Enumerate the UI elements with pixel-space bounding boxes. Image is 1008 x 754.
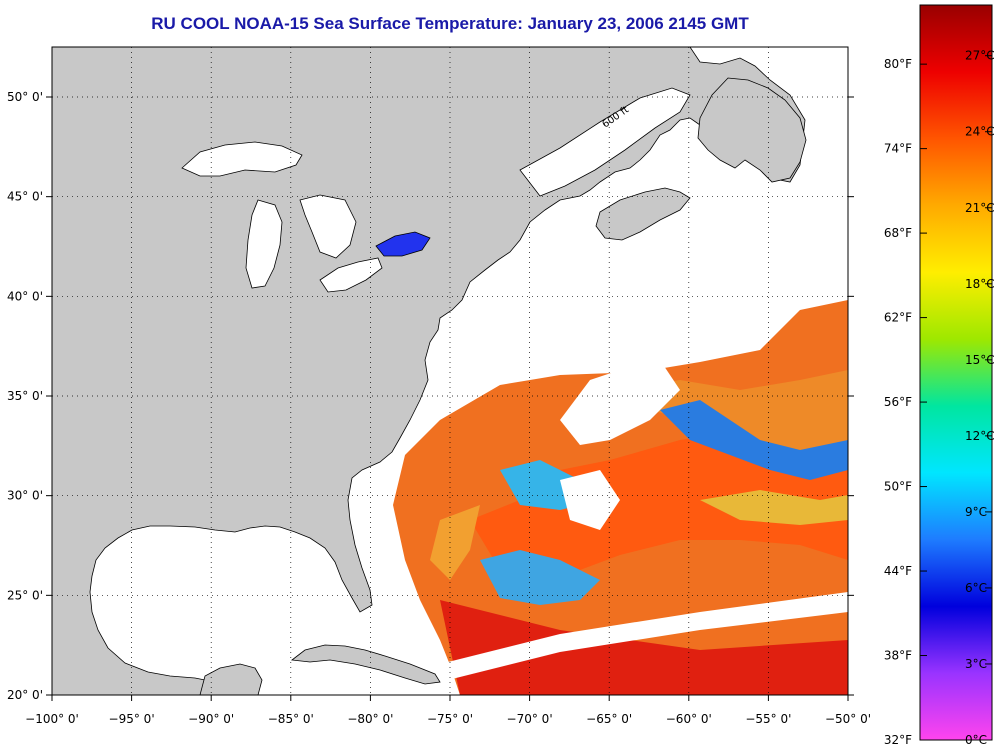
lake-superior [181, 141, 303, 177]
axis-labels: −100° 0' −95° 0' −90° 0' −85° 0' −80° 0' −75°… [7, 90, 871, 726]
colorbar-labels: 27°C 24°C 21°C 18°C 15°C 12°C 9°C 6°C 3°C 0°C 80°F… [884, 49, 995, 747]
lon-tick-label: −80° 0' [347, 712, 393, 726]
lon-tick-label: −65° 0' [586, 712, 632, 726]
celsius-label: 24°C [965, 125, 995, 139]
fahrenheit-label: 32°F [884, 733, 912, 747]
lon-tick-label: −70° 0' [507, 712, 553, 726]
celsius-label: 21°C [965, 201, 995, 215]
cuba-land [290, 644, 441, 685]
map-area: 600 ft [52, 47, 848, 695]
st-lawrence-estuary [519, 87, 691, 197]
lon-tick-label: −85° 0' [268, 712, 314, 726]
fahrenheit-label: 74°F [884, 142, 912, 156]
fahrenheit-label: 50°F [884, 480, 912, 494]
celsius-label: 12°C [965, 429, 995, 443]
lake-erie [319, 257, 383, 293]
celsius-label: 15°C [965, 353, 995, 367]
lon-tick-label: −50° 0' [825, 712, 871, 726]
lat-tick-label: 40° 0' [7, 289, 43, 303]
lat-tick-label: 20° 0' [7, 688, 43, 702]
lat-tick-label: 35° 0' [7, 389, 43, 403]
sst-swath [393, 300, 848, 695]
lake-ontario [375, 231, 431, 257]
fahrenheit-label: 44°F [884, 564, 912, 578]
lake-michigan [245, 199, 283, 289]
lon-tick-label: −100° 0' [25, 712, 79, 726]
lat-tick-label: 45° 0' [7, 190, 43, 204]
newfoundland-land [697, 77, 807, 183]
lon-tick-label: −60° 0' [666, 712, 712, 726]
lon-tick-label: −90° 0' [188, 712, 234, 726]
lake-huron [299, 194, 357, 259]
fahrenheit-label: 62°F [884, 311, 912, 325]
celsius-label: 18°C [965, 277, 995, 291]
axis-ticks [46, 96, 854, 701]
lon-tick-label: −55° 0' [745, 712, 791, 726]
celsius-label: 6°C [965, 581, 987, 595]
nova-scotia-land [595, 187, 691, 241]
map-title: RU COOL NOAA-15 Sea Surface Temperature:… [151, 14, 749, 33]
lat-tick-label: 50° 0' [7, 90, 43, 104]
fahrenheit-label: 80°F [884, 57, 912, 71]
lat-tick-label: 25° 0' [7, 588, 43, 602]
lat-tick-label: 30° 0' [7, 489, 43, 503]
celsius-label: 27°C [965, 49, 995, 63]
celsius-label: 3°C [965, 657, 987, 671]
north-america-land [52, 47, 806, 695]
celsius-label: 0°C [965, 733, 987, 747]
fahrenheit-label: 68°F [884, 226, 912, 240]
colorbar [919, 4, 993, 741]
lon-tick-label: −75° 0' [427, 712, 473, 726]
map-grid [52, 47, 848, 695]
celsius-label: 9°C [965, 505, 987, 519]
lon-tick-label: −95° 0' [109, 712, 155, 726]
fahrenheit-label: 38°F [884, 649, 912, 663]
fahrenheit-label: 56°F [884, 395, 912, 409]
yucatan-land [199, 663, 263, 695]
